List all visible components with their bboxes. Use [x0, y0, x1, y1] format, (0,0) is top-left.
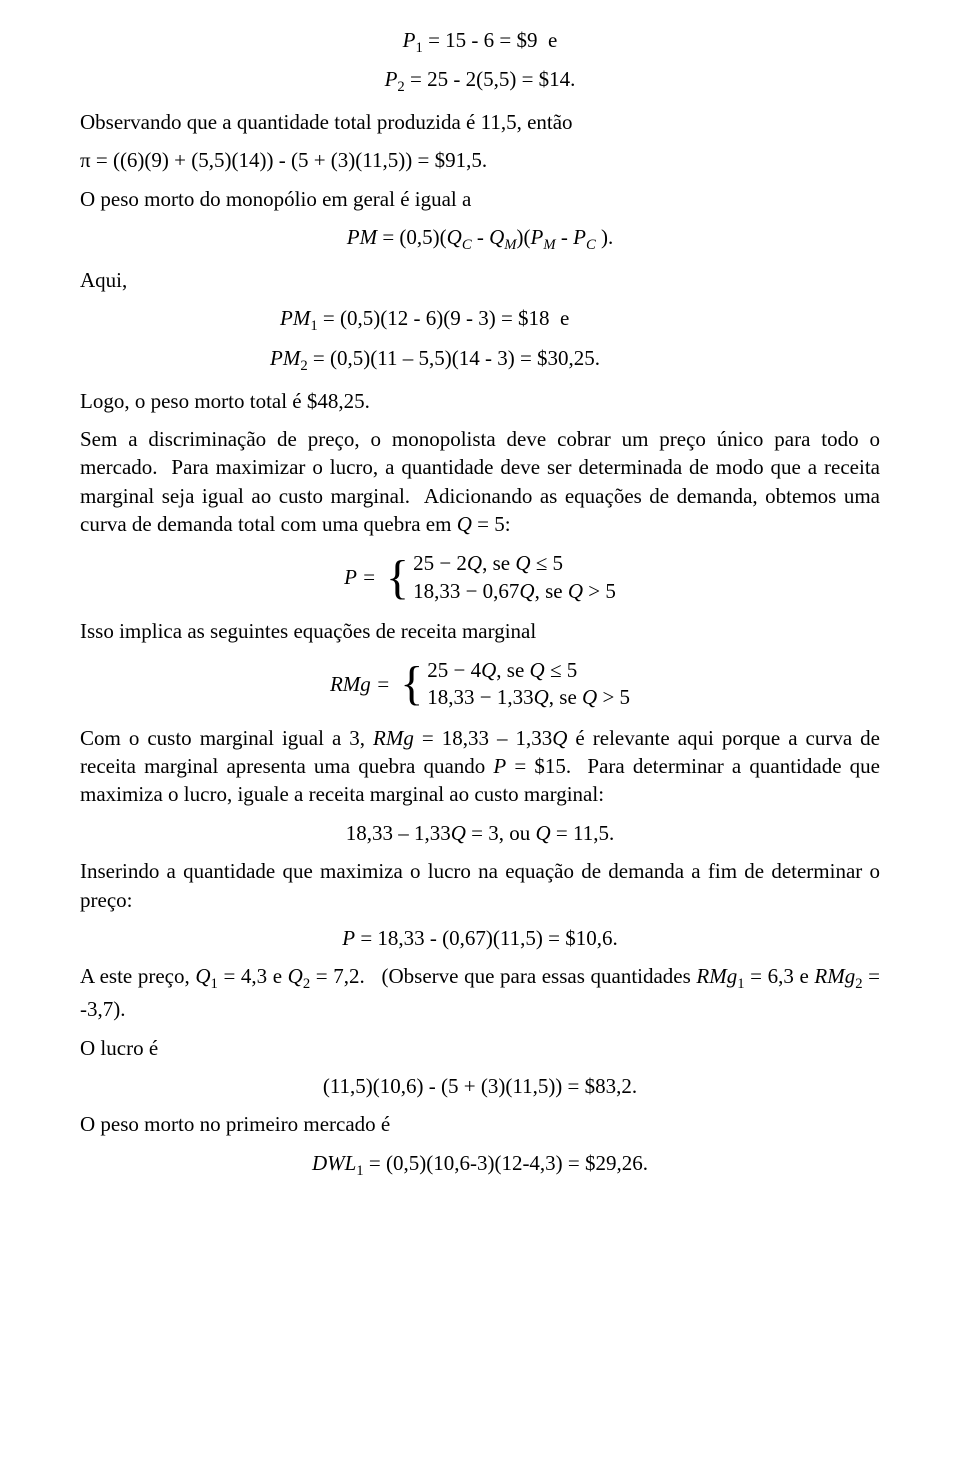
page: P1 = 15 - 6 = $9 e P2 = 25 - 2(5,5) = $1… — [0, 0, 960, 1228]
para-logo-total: Logo, o peso morto total é $48,25. — [80, 387, 880, 415]
eq-p2: P2 = 25 - 2(5,5) = $14. — [80, 65, 880, 98]
para-isso-implica: Isso implica as seguintes equações de re… — [80, 617, 880, 645]
para-peso-morto-intro: O peso morto do monopólio em geral é igu… — [80, 185, 880, 213]
rmg-case2: 18,33 − 1,33Q, se Q > 5 — [427, 684, 630, 711]
eq-pi: π = ((6)(9) + (5,5)(14)) - (5 + (3)(11,5… — [80, 146, 880, 174]
rmg-case1: 25 − 4Q, se Q ≤ 5 — [427, 657, 577, 684]
para-aqui: Aqui, — [80, 266, 880, 294]
para-observando: Observando que a quantidade total produz… — [80, 108, 880, 136]
p-case2: 18,33 − 0,67Q, se Q > 5 — [413, 578, 616, 605]
para-sem-discrim: Sem a discriminação de preço, o monopoli… — [80, 425, 880, 538]
p-case1: 25 − 2Q, se Q ≤ 5 — [413, 550, 563, 577]
eq-pm1: PM1 = (0,5)(12 - 6)(9 - 3) = $18 e — [280, 304, 880, 337]
eq-rmg-piecewise: RMg = { 25 − 4Q, se Q ≤ 5 18,33 − 1,33Q,… — [80, 657, 880, 712]
eq-p1: P1 = 15 - 6 = $9 e — [80, 26, 880, 59]
eq-dwl1: DWL1 = (0,5)(10,6-3)(12-4,3) = $29,26. — [80, 1149, 880, 1182]
eq-p-piecewise: P = { 25 − 2Q, se Q ≤ 5 18,33 − 0,67Q, s… — [80, 550, 880, 605]
eq-lucro: (11,5)(10,6) - (5 + (3)(11,5)) = $83,2. — [80, 1072, 880, 1100]
txt: = 15 - 6 = $9 e — [423, 28, 558, 52]
para-a-este-preco: A este preço, Q1 = 4,3 e Q2 = 7,2. (Obse… — [80, 962, 880, 1023]
eq-p-result: P = 18,33 - (0,67)(11,5) = $10,6. — [80, 924, 880, 952]
eq-pm2: PM2 = (0,5)(11 – 5,5)(14 - 3) = $30,25. — [270, 344, 880, 377]
para-inserindo: Inserindo a quantidade que maximiza o lu… — [80, 857, 880, 914]
para-o-lucro-e: O lucro é — [80, 1034, 880, 1062]
eq-pm-general: PM = (0,5)(QC - QM)(PM - PC ). — [80, 223, 880, 256]
para-peso-morto-m1: O peso morto no primeiro mercado é — [80, 1110, 880, 1138]
para-custo-marginal: Com o custo marginal igual a 3, RMg = 18… — [80, 724, 880, 809]
eq-solve-q: 18,33 – 1,33Q = 3, ou Q = 11,5. — [80, 819, 880, 847]
